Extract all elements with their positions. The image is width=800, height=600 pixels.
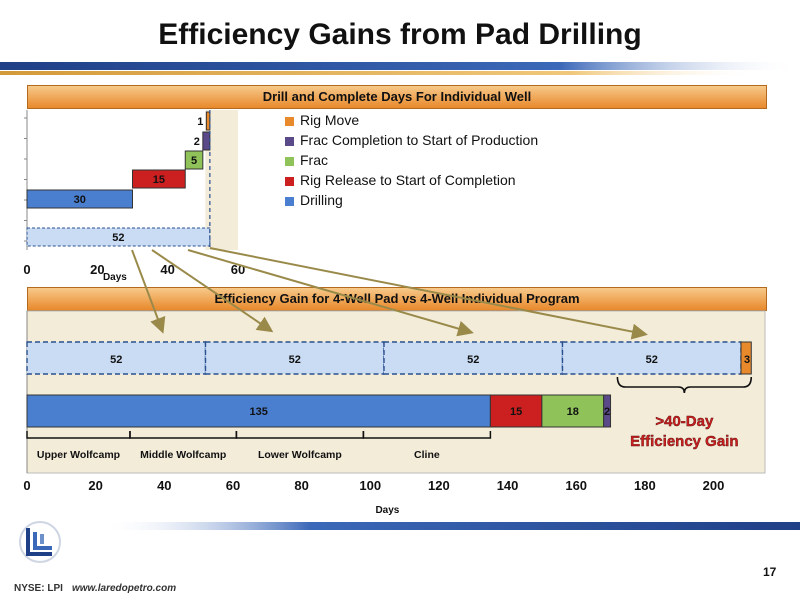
x-tick-label: 160 (565, 478, 587, 493)
bar-frac (541, 394, 605, 428)
footer-url[interactable]: www.laredopetro.com (72, 583, 177, 594)
x-tick-label: 60 (231, 262, 245, 277)
efficiency-gain-callout: Efficiency Gain (630, 433, 738, 450)
efficiency-gain-brace (616, 376, 753, 394)
data-label: 5 (191, 155, 197, 167)
data-label: 2 (194, 136, 200, 148)
plot-shade (205, 110, 238, 250)
legend-label: Frac (300, 152, 328, 168)
formation-label: Middle Wolfcamp (140, 449, 226, 461)
data-label: 3 (744, 354, 750, 366)
formation-label: Cline (414, 449, 440, 461)
bar-drilling (26, 189, 133, 209)
x-tick-label: 60 (226, 478, 240, 493)
legend-item-rig-move: Rig Move (285, 110, 538, 130)
x-tick-label: 0 (23, 478, 30, 493)
bar-total (561, 341, 742, 375)
legend-label: Rig Move (300, 112, 360, 128)
x-axis-label: Days (375, 505, 399, 516)
data-label: 52 (289, 354, 301, 366)
bar-frac (184, 150, 204, 170)
data-label: 52 (110, 354, 122, 366)
slide-title: Efficiency Gains from Pad Drilling (158, 18, 642, 51)
bottom-chart: 52 52 52 52 3 135 15 18 2 Upper Wolfcamp Middle Wo… (23, 310, 766, 516)
formation-label: Lower Wolfcamp (258, 449, 342, 461)
legend-item-drilling: Drilling (285, 190, 538, 210)
bar-rig-move (740, 341, 752, 375)
bar-frac-completion-to-start-of-production (603, 394, 612, 428)
bar-rig-release-to-start-of-completion (489, 394, 543, 428)
footer-ticker: NYSE: LPI (14, 583, 63, 594)
data-label: 52 (112, 232, 124, 244)
bar-drilling (26, 394, 491, 428)
data-label: 52 (467, 354, 479, 366)
efficiency-gain-callout: >40-Day (655, 413, 714, 430)
bar-total (204, 341, 385, 375)
data-label: 30 (74, 194, 86, 206)
legend-item-rig-release: Rig Release to Start of Completion (285, 170, 538, 190)
x-tick-label: 40 (160, 262, 174, 277)
bar-rig-release-to-start-of-completion (132, 169, 186, 189)
company-logo (19, 521, 61, 563)
formation-label: Upper Wolfcamp (37, 449, 120, 461)
legend-label: Drilling (300, 192, 343, 208)
data-label: 18 (567, 406, 579, 418)
data-label: 1 (197, 116, 203, 128)
legend: Rig Move Frac Completion to Start of Pro… (285, 110, 538, 210)
header-stripe (0, 62, 800, 75)
x-axis-label: Days (103, 272, 127, 283)
data-label: 135 (250, 406, 268, 418)
x-tick-label: 40 (157, 478, 171, 493)
formation-bracket (362, 431, 492, 439)
x-tick-label: 80 (294, 478, 308, 493)
legend-item-frac-completion: Frac Completion to Start of Production (285, 130, 538, 150)
bar-frac-completion-to-start-of-production (202, 131, 211, 151)
bottom-chart-header: Efficiency Gain for 4-Well Pad vs 4-Well… (27, 287, 767, 311)
page-number: 17 (763, 565, 777, 579)
footer-stripe (100, 522, 800, 530)
data-label: 15 (510, 406, 522, 418)
legend-item-frac: Frac (285, 150, 538, 170)
legend-label: Frac Completion to Start of Production (300, 132, 539, 148)
x-tick-label: 180 (634, 478, 656, 493)
x-tick-label: 200 (703, 478, 725, 493)
x-tick-label: 20 (88, 478, 102, 493)
top-chart-header: Drill and Complete Days For Individual W… (27, 85, 767, 109)
x-tick-label: 0 (23, 262, 30, 277)
top-chart: 1 2 5 15 30 52 0 20 40 60 Days (23, 110, 245, 283)
legend-label: Rig Release to Start of Completion (300, 172, 516, 188)
x-tick-label: 120 (428, 478, 450, 493)
data-label: 52 (646, 354, 658, 366)
x-tick-label: 20 (90, 262, 104, 277)
data-label: 2 (604, 406, 610, 418)
data-label: 15 (153, 174, 165, 186)
x-tick-label: 100 (359, 478, 381, 493)
x-tick-label: 140 (497, 478, 519, 493)
